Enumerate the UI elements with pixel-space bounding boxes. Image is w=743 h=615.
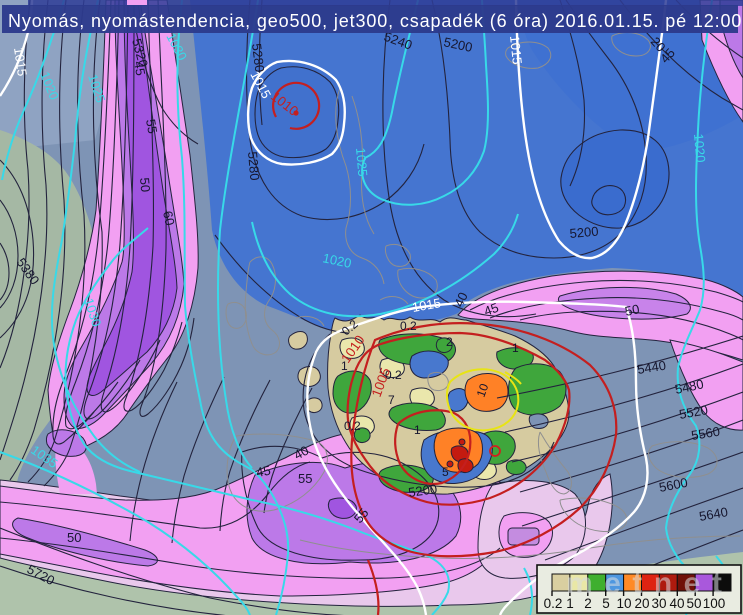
svg-text:7: 7 xyxy=(388,393,395,407)
svg-text:5600: 5600 xyxy=(658,475,689,495)
svg-text:5640: 5640 xyxy=(698,504,729,524)
svg-text:40: 40 xyxy=(451,290,471,309)
svg-text:5200: 5200 xyxy=(569,224,599,241)
svg-text:0.2: 0.2 xyxy=(344,419,361,433)
svg-text:50: 50 xyxy=(624,301,641,319)
svg-text:45: 45 xyxy=(255,463,272,480)
svg-text:0.2: 0.2 xyxy=(544,596,563,611)
svg-text:100: 100 xyxy=(703,596,726,611)
svg-text:50: 50 xyxy=(67,530,81,545)
svg-text:1015: 1015 xyxy=(11,46,30,77)
svg-text:45: 45 xyxy=(482,300,501,319)
svg-text:5520: 5520 xyxy=(678,402,709,422)
svg-text:5440: 5440 xyxy=(636,358,667,377)
svg-text:metnet: metnet xyxy=(566,567,733,600)
svg-text:10: 10 xyxy=(474,381,492,399)
svg-text:40: 40 xyxy=(669,596,684,611)
svg-text:20: 20 xyxy=(634,596,649,611)
svg-text:1: 1 xyxy=(512,341,519,355)
svg-text:10: 10 xyxy=(616,596,631,611)
svg-text:1020: 1020 xyxy=(691,133,708,163)
svg-text:5480: 5480 xyxy=(674,376,705,397)
svg-text:5: 5 xyxy=(442,465,449,479)
svg-text:2: 2 xyxy=(446,335,453,349)
svg-text:50: 50 xyxy=(686,596,701,611)
svg-text:1: 1 xyxy=(566,596,574,611)
svg-text:55: 55 xyxy=(143,118,160,135)
svg-text:1: 1 xyxy=(414,423,421,437)
svg-text:40: 40 xyxy=(291,443,311,463)
svg-text:1025: 1025 xyxy=(353,147,370,177)
svg-text:5560: 5560 xyxy=(690,424,721,443)
svg-text:30: 30 xyxy=(651,596,666,611)
svg-text:1: 1 xyxy=(341,359,348,373)
svg-text:1015: 1015 xyxy=(507,35,525,65)
svg-text:5200: 5200 xyxy=(442,34,473,55)
svg-text:5: 5 xyxy=(602,596,610,611)
svg-text:55: 55 xyxy=(298,471,312,486)
svg-text:5280: 5280 xyxy=(245,151,262,181)
svg-text:Nyomás, nyomástendencia, geo50: Nyomás, nyomástendencia, geo500, jet300,… xyxy=(8,11,742,31)
svg-text:5280: 5280 xyxy=(249,43,267,74)
svg-text:1015: 1015 xyxy=(411,295,442,315)
svg-text:0.2: 0.2 xyxy=(400,319,417,333)
svg-text:50: 50 xyxy=(137,177,153,193)
svg-text:0.2: 0.2 xyxy=(385,368,402,382)
svg-text:60: 60 xyxy=(160,210,178,227)
svg-text:5200: 5200 xyxy=(407,481,438,500)
svg-text:5320: 5320 xyxy=(129,37,151,69)
svg-text:1020: 1020 xyxy=(321,250,352,271)
svg-text:45: 45 xyxy=(131,60,148,77)
svg-text:2: 2 xyxy=(584,596,592,611)
